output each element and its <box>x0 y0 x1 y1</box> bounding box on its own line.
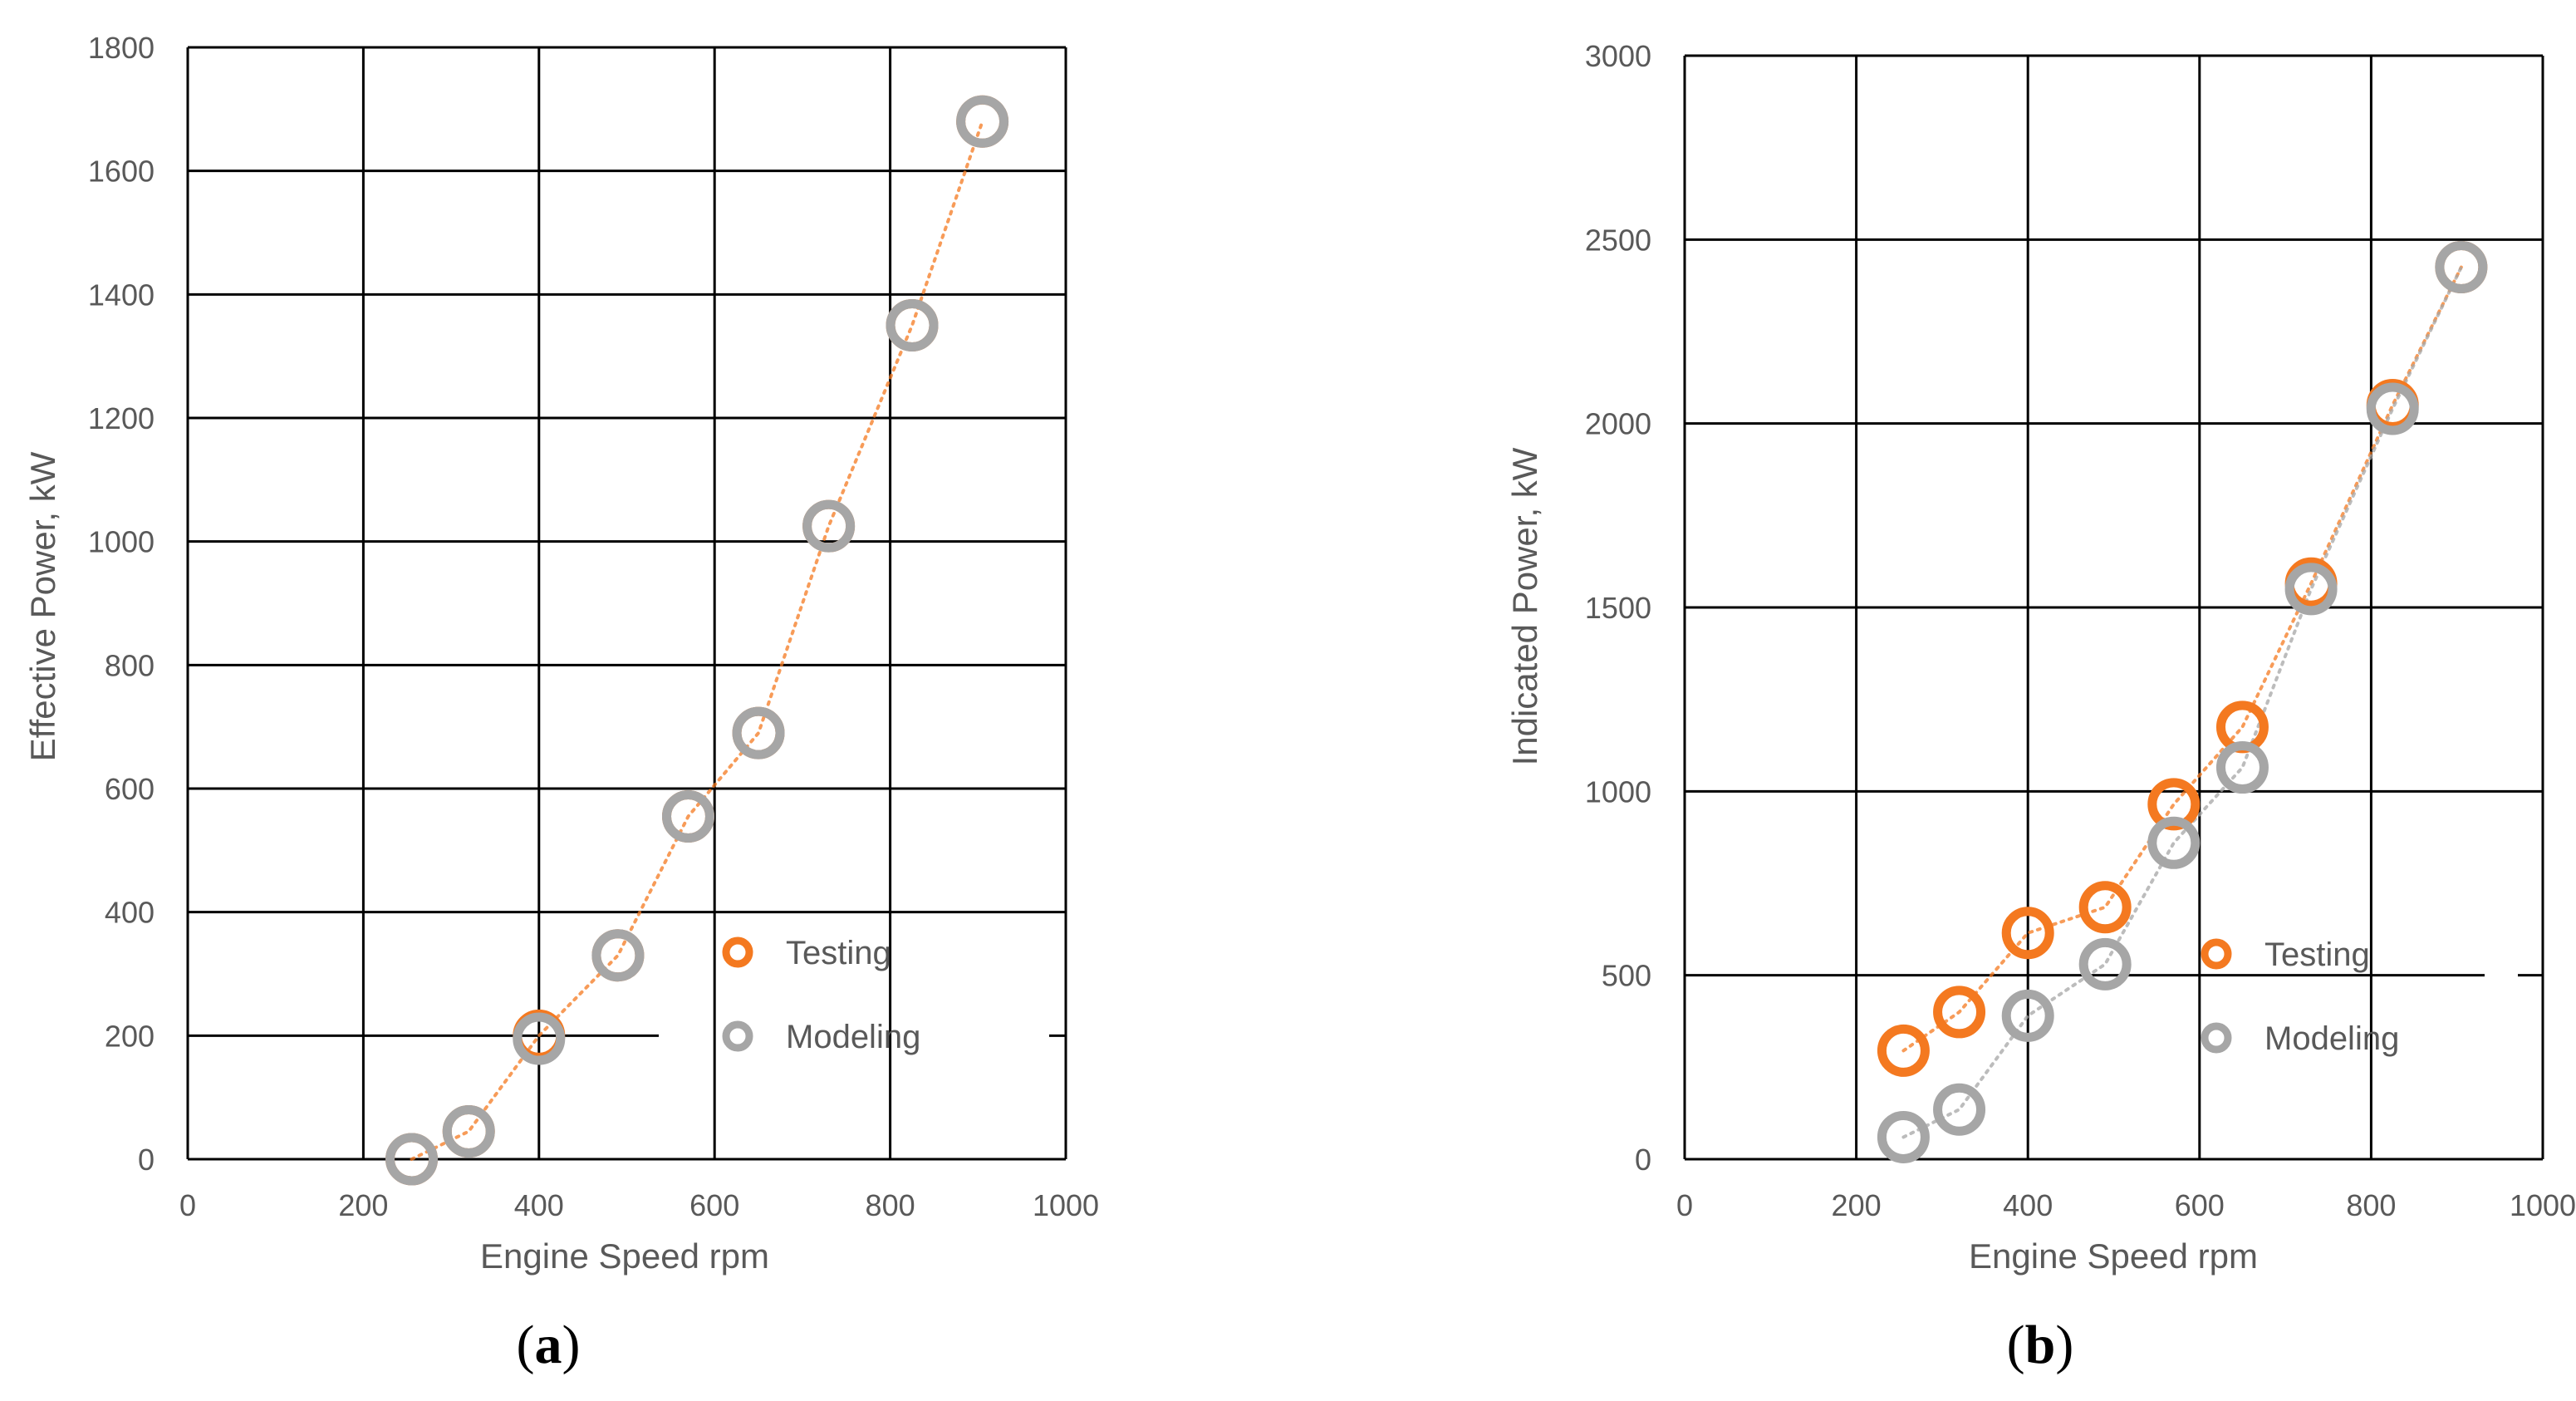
point-modeling <box>442 1105 495 1158</box>
tick-labels-panel-a: 0 200 400 600 800 1000 0 200 400 600 800 1000 1200 14… <box>88 31 1099 1222</box>
y-tick-label: 1800 <box>88 31 155 65</box>
point-modeling <box>1877 1110 1930 1163</box>
point-modeling <box>385 1133 439 1186</box>
y-tick-label: 1200 <box>88 401 155 435</box>
y-tick-label: 500 <box>1602 959 1651 993</box>
y-tick-label: 800 <box>105 648 155 682</box>
point-modeling <box>886 299 939 351</box>
point-testing <box>2001 907 2054 960</box>
legend-label-modeling: Modeling <box>2264 1020 2399 1057</box>
x-tick-label: 800 <box>2346 1188 2396 1222</box>
point-modeling <box>513 1012 566 1065</box>
x-tick-label: 0 <box>1676 1188 1693 1222</box>
x-tick-label: 400 <box>2003 1188 2053 1222</box>
chart-panel-b: 0 200 400 600 800 1000 0 500 1000 1500 2000 2500 300… <box>1505 39 2576 1375</box>
x-tick-label: 1000 <box>1033 1188 1099 1222</box>
y-tick-label: 3000 <box>1585 39 1651 73</box>
y-tick-label: 1400 <box>88 278 155 312</box>
legend-panel-a: Testing Modeling <box>722 935 920 1055</box>
legend-label-testing: Testing <box>2264 936 2370 973</box>
y-tick-label: 0 <box>1635 1143 1651 1177</box>
markers-panel-b <box>1877 241 2488 1163</box>
point-modeling <box>591 929 645 982</box>
chart-panel-a: 0 200 400 600 800 1000 0 200 400 600 800 1000 1200 14… <box>23 31 1099 1375</box>
grid-panel-a <box>186 46 1067 1161</box>
x-tick-label: 1000 <box>2510 1188 2576 1222</box>
y-tick-label: 1600 <box>88 155 155 189</box>
x-tick-label: 200 <box>1832 1188 1882 1222</box>
x-tick-label: 0 <box>179 1188 196 1222</box>
tick-labels-panel-b: 0 200 400 600 800 1000 0 500 1000 1500 2000 2500 300… <box>1585 39 2576 1222</box>
point-testing <box>1933 986 1986 1039</box>
point-modeling <box>661 789 714 843</box>
legend-label-modeling: Modeling <box>786 1019 920 1055</box>
legend-marker-testing <box>722 936 753 968</box>
legend-marker-modeling <box>722 1020 753 1052</box>
trendlines-panel-b <box>1901 265 2463 1139</box>
point-modeling <box>2435 241 2488 294</box>
point-modeling <box>802 499 856 553</box>
trendline-modeling <box>1901 265 2463 1139</box>
point-modeling <box>2001 989 2054 1042</box>
point-modeling <box>1933 1083 1986 1136</box>
legend-label-testing: Testing <box>786 935 891 971</box>
x-tick-label: 600 <box>2175 1188 2225 1222</box>
point-testing <box>1877 1024 1930 1077</box>
trendline-testing <box>1901 265 2463 1053</box>
legend-marker-modeling <box>2201 1022 2232 1054</box>
x-tick-label: 600 <box>689 1188 739 1222</box>
y-axis-title-panel-b: Indicated Power, kW <box>1505 447 1544 765</box>
trendline-testing <box>410 120 984 1161</box>
y-tick-label: 600 <box>105 772 155 806</box>
y-tick-label: 1000 <box>88 525 155 559</box>
point-modeling <box>2147 816 2201 869</box>
x-tick-label: 200 <box>338 1188 388 1222</box>
point-testing <box>2078 881 2132 934</box>
markers-panel-a <box>385 95 1009 1186</box>
y-tick-label: 200 <box>105 1019 155 1053</box>
point-modeling <box>2284 563 2338 616</box>
x-tick-label: 400 <box>514 1188 564 1222</box>
x-axis-title-panel-a: Engine Speed rpm <box>480 1236 769 1276</box>
point-modeling <box>956 95 1009 148</box>
panel-label-a: (a) <box>517 1315 581 1375</box>
point-modeling <box>2078 937 2132 991</box>
point-testing <box>2147 778 2201 831</box>
y-tick-label: 2000 <box>1585 407 1651 441</box>
grid-panel-b <box>1683 54 2544 1161</box>
y-axis-title-panel-a: Effective Power, kW <box>23 451 62 761</box>
legend-panel-b: Testing Modeling <box>2201 936 2399 1057</box>
y-tick-label: 1000 <box>1585 774 1651 809</box>
trendlines-panel-a <box>410 120 984 1161</box>
x-axis-title-panel-b: Engine Speed rpm <box>1969 1236 2258 1276</box>
y-tick-label: 1500 <box>1585 591 1651 625</box>
point-modeling <box>732 706 785 759</box>
x-tick-label: 800 <box>866 1188 915 1222</box>
panel-label-b: (b) <box>2007 1315 2074 1375</box>
legend-marker-testing <box>2201 938 2232 970</box>
point-modeling <box>2366 382 2419 435</box>
y-tick-label: 400 <box>105 896 155 930</box>
point-modeling <box>2215 741 2269 794</box>
y-tick-label: 2500 <box>1585 223 1651 257</box>
y-tick-label: 0 <box>138 1143 155 1177</box>
